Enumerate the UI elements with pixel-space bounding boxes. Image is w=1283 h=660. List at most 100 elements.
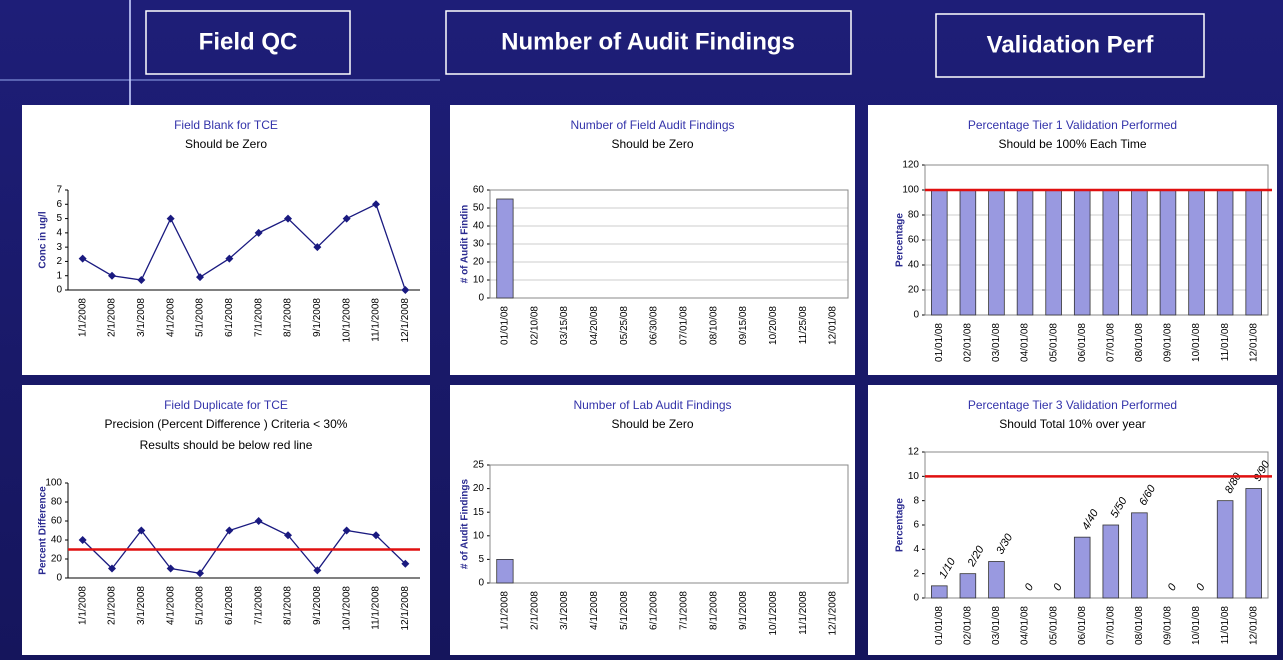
bar: [931, 189, 948, 316]
y-tick-label: 60: [473, 185, 485, 196]
plot-frame: [924, 164, 1269, 316]
x-tick-label: 11/1/2008: [371, 298, 382, 342]
chart-subtitle: Results should be below red line: [140, 438, 313, 452]
y-tick-label: 5: [478, 554, 484, 565]
y-tick-label: 10: [473, 275, 485, 286]
x-tick-label: 08/10/08: [708, 306, 719, 345]
y-tick-label: 1: [56, 270, 62, 281]
chart-title: Percentage Tier 1 Validation Performed: [968, 118, 1177, 132]
chart-title: Number of Field Audit Findings: [570, 118, 734, 132]
plot-frame: [924, 451, 1269, 599]
y-tick-label: 60: [908, 235, 920, 246]
x-tick-label: 5/1/2008: [195, 586, 206, 625]
x-tick-label: 7/1/2008: [253, 298, 264, 337]
bar: [931, 585, 948, 599]
x-tick-label: 11/01/08: [1220, 606, 1231, 645]
y-tick-label: 20: [473, 483, 485, 494]
x-tick-label: 01/01/08: [500, 306, 511, 345]
x-tick-label: 09/15/08: [738, 306, 749, 345]
panel: [450, 105, 855, 375]
bar: [1245, 189, 1262, 316]
marker: [254, 517, 263, 525]
y-tick-label: 40: [908, 260, 920, 271]
y-tick-label: 6: [56, 199, 62, 210]
x-tick-label: 10/01/08: [1191, 606, 1202, 645]
y-axis-label: Percentage: [895, 498, 906, 552]
marker: [166, 564, 175, 573]
y-tick-label: 3: [56, 242, 62, 253]
x-tick-label: 2/1/2008: [107, 298, 118, 337]
bar: [1159, 189, 1177, 316]
bar: [959, 189, 977, 316]
y-tick-label: 10: [473, 530, 485, 541]
x-tick-label: 6/1/2008: [649, 591, 660, 630]
x-tick-label: 2/1/2008: [529, 591, 540, 630]
marker: [254, 228, 263, 237]
y-tick-label: 10: [908, 471, 920, 482]
marker: [284, 531, 292, 540]
y-tick-label: 2: [56, 256, 62, 267]
panel: [22, 105, 430, 375]
y-tick-label: 20: [51, 554, 63, 565]
x-tick-label: 6/1/2008: [224, 298, 235, 337]
x-tick-label: 04/20/08: [589, 306, 600, 345]
y-tick-label: 40: [473, 221, 485, 232]
x-tick-label: 12/1/2008: [400, 586, 411, 631]
marker: [137, 276, 146, 284]
y-tick-label: 15: [473, 507, 485, 518]
bar: [1073, 536, 1091, 599]
y-tick-label: 0: [478, 293, 484, 304]
marker: [78, 254, 87, 263]
chart-subtitle: Precision (Percent Difference ) Criteria…: [105, 417, 348, 431]
marker: [225, 254, 234, 263]
x-tick-label: 2/1/2008: [107, 586, 118, 625]
x-tick-label: 10/1/2008: [341, 298, 352, 343]
x-tick-label: 1/1/2008: [77, 586, 88, 625]
y-tick-label: 20: [908, 285, 920, 296]
x-tick-label: 4/1/2008: [165, 586, 176, 625]
y-tick-label: 50: [473, 203, 485, 214]
x-tick-label: 11/1/2008: [371, 586, 382, 630]
bar: [1073, 189, 1091, 316]
x-tick-label: 4/1/2008: [165, 298, 176, 337]
x-tick-label: 04/01/08: [1020, 606, 1031, 645]
x-tick-label: 07/01/08: [679, 306, 690, 345]
marker: [401, 559, 410, 568]
marker: [108, 564, 116, 573]
x-tick-label: 5/1/2008: [619, 591, 630, 630]
bar: [1216, 500, 1234, 599]
x-tick-label: 10/1/2008: [768, 591, 779, 636]
x-tick-label: 7/1/2008: [679, 591, 690, 630]
chart-subtitle: Should be Zero: [611, 417, 693, 431]
y-tick-label: 80: [908, 210, 920, 221]
bar: [959, 573, 977, 599]
y-tick-label: 8: [913, 495, 919, 506]
marker: [196, 569, 204, 578]
y-tick-label: 12: [908, 447, 920, 458]
y-axis-label: # of Audit Findin: [460, 205, 471, 284]
bar: [1016, 189, 1034, 316]
bar: [988, 561, 1005, 599]
marker: [137, 526, 146, 535]
marker: [225, 526, 234, 535]
x-tick-label: 10/1/2008: [341, 586, 352, 631]
panel: [22, 385, 430, 655]
bar: [1131, 512, 1148, 599]
y-axis-label: # of Audit Findings: [460, 478, 471, 569]
line: [82, 203, 406, 291]
chart-title: Field Blank for TCE: [174, 118, 278, 132]
x-tick-label: 12/01/08: [828, 306, 839, 345]
x-tick-label: 09/01/08: [1163, 606, 1174, 645]
y-axis-label: Percent Difference: [38, 486, 49, 575]
chart-subtitle: Should be 100% Each Time: [998, 137, 1146, 151]
y-tick-label: 6: [913, 520, 919, 531]
bar: [1188, 189, 1205, 316]
x-tick-label: 12/01/08: [1248, 606, 1259, 645]
bar: [496, 559, 514, 584]
plot-frame: [489, 189, 849, 299]
x-tick-label: 08/01/08: [1134, 323, 1145, 362]
y-tick-label: 0: [56, 573, 62, 584]
x-tick-label: 05/01/08: [1048, 606, 1059, 645]
header-box: [145, 10, 351, 75]
